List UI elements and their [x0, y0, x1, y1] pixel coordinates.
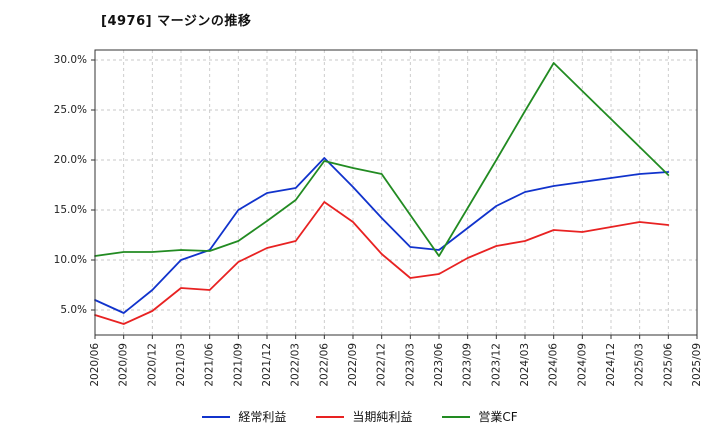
legend-item-2: 営業CF — [442, 408, 518, 425]
x-tick-label: 2023/12 — [490, 343, 502, 387]
x-tick-label: 2023/06 — [433, 343, 445, 387]
series-line-2 — [94, 62, 670, 257]
x-tick-label: 2024/12 — [605, 343, 617, 387]
x-tick-label: 2022/12 — [376, 343, 388, 387]
y-tick-label: 30.0% — [54, 54, 87, 66]
x-tick-label: 2025/03 — [634, 343, 646, 387]
axis-ticks — [91, 59, 698, 339]
plot-border — [94, 49, 698, 336]
x-tick-label: 2023/03 — [404, 343, 416, 387]
series-line-1 — [94, 201, 670, 325]
x-tick-label: 2023/09 — [462, 343, 474, 387]
chart-title: [4976] マージンの推移 — [101, 14, 252, 29]
x-tick-label: 2022/09 — [347, 343, 359, 387]
y-tick-label: 5.0% — [60, 304, 87, 316]
legend-label-0: 経常利益 — [238, 410, 287, 424]
legend-label-2: 営業CF — [478, 410, 518, 424]
x-tick-label: 2024/09 — [576, 343, 588, 387]
x-tick-label: 2021/09 — [232, 343, 244, 387]
legend-item-1: 当期純利益 — [316, 408, 412, 425]
series-line-0 — [94, 157, 670, 314]
legend-swatch-0 — [202, 415, 231, 418]
x-tick-label: 2025/09 — [691, 343, 703, 387]
x-tick-label: 2020/06 — [89, 343, 101, 387]
x-tick-label: 2021/03 — [175, 343, 187, 387]
legend-swatch-1 — [316, 415, 345, 418]
legend-swatch-2 — [442, 415, 471, 418]
x-tick-label: 2020/12 — [146, 343, 158, 387]
x-tick-label: 2025/06 — [662, 343, 674, 387]
axis-labels: 5.0% 10.0% 15.0% 20.0% 25.0% 30.0% 2020/06 2020… — [54, 54, 703, 387]
x-tick-label: 2020/09 — [118, 343, 130, 387]
y-tick-label: 25.0% — [54, 104, 87, 116]
x-tick-label: 2024/06 — [548, 343, 560, 387]
x-tick-label: 2022/03 — [290, 343, 302, 387]
legend-item-0: 経常利益 — [202, 408, 286, 425]
plot-background — [95, 50, 697, 335]
grid-lines — [94, 50, 698, 335]
x-tick-label: 2021/06 — [204, 343, 216, 387]
y-tick-label: 20.0% — [54, 154, 87, 166]
y-tick-label: 10.0% — [54, 254, 87, 266]
x-tick-label: 2024/03 — [519, 343, 531, 387]
x-tick-label: 2021/12 — [261, 343, 273, 387]
legend-label-1: 当期純利益 — [352, 410, 413, 424]
chart-legend: 経常利益 当期純利益 営業CF — [0, 408, 720, 425]
x-tick-label: 2022/06 — [318, 343, 330, 387]
y-tick-label: 15.0% — [54, 204, 87, 216]
